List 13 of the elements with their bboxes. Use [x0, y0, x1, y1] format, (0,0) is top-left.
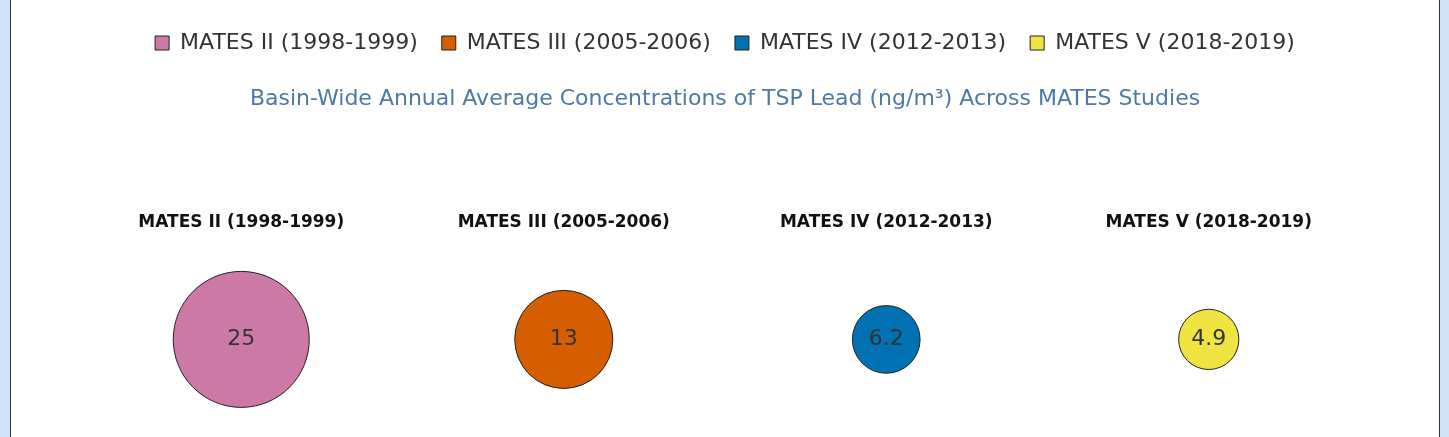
category-label: MATES IV (2012-2013) — [779, 211, 993, 232]
text: Basin-Wide Annual Average Concentrations of TSP Lead (ng/m³) Across MATES Studies — [249, 84, 1201, 110]
legend-label: MATES II (1998-1999) — [180, 28, 418, 54]
data-label: 6.2 — [868, 325, 904, 351]
legend-label: MATES III (2005-2006) — [466, 28, 711, 54]
category-label: MATES V (2018-2019) — [1105, 211, 1312, 232]
legend-label: MATES IV (2012-2013) — [759, 28, 1007, 54]
legend-label: MATES V (2018-2019) — [1055, 28, 1295, 54]
data-label: 25 — [227, 325, 256, 351]
data-label: 4.9 — [1191, 325, 1227, 351]
data-label: 13 — [549, 325, 578, 351]
category-label: MATES III (2005-2006) — [457, 211, 670, 232]
category-label: MATES II (1998-1999) — [138, 211, 345, 232]
